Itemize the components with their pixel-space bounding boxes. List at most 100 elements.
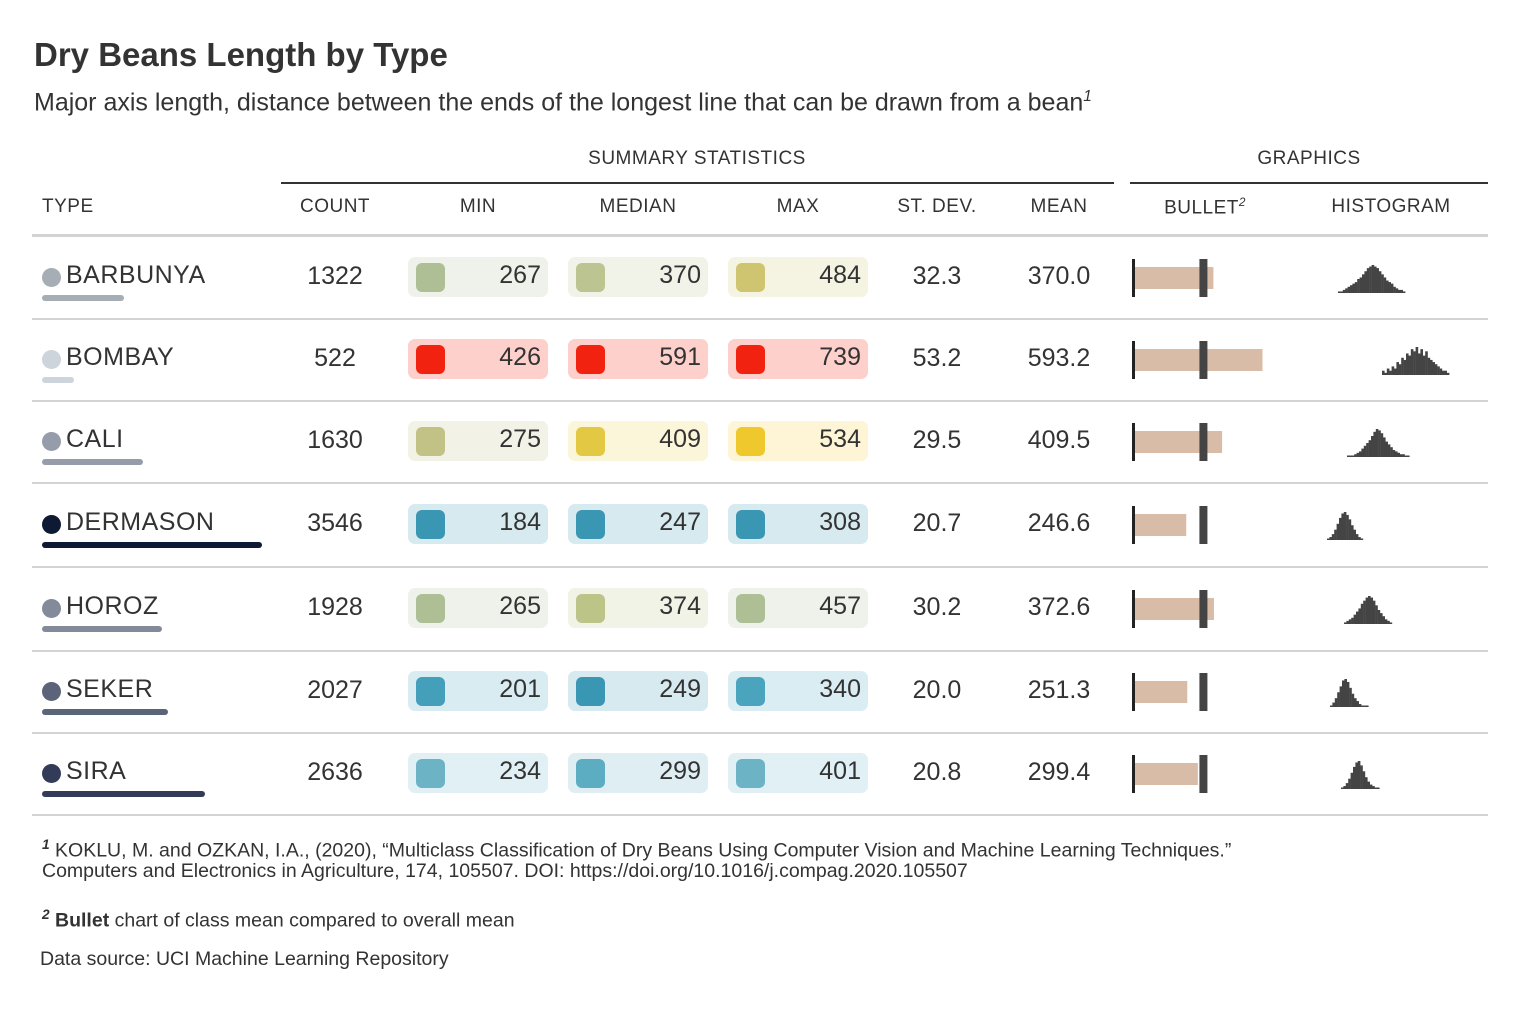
row-separator: [32, 732, 1488, 734]
count-value: 2636: [307, 758, 363, 786]
data-source: Data source: UCI Machine Learning Reposi…: [40, 948, 449, 970]
type-dot: [42, 432, 61, 451]
histogram-bin: [1395, 288, 1399, 293]
median-chip: 591: [568, 339, 708, 379]
min-color-swatch: [416, 427, 445, 456]
histogram-bin: [1342, 680, 1345, 707]
histogram-bin: [1368, 596, 1371, 624]
bullet-overall-mean-marker: [1199, 506, 1208, 544]
histogram-bin: [1346, 514, 1349, 540]
header-bullet: BULLET2: [1130, 196, 1280, 219]
mean-value: 299.4: [1027, 758, 1091, 786]
histogram-bin: [1393, 286, 1396, 293]
min-value: 201: [499, 675, 541, 703]
median-value: 374: [659, 592, 701, 620]
max-color-swatch: [736, 594, 765, 623]
spanner-graphics-rule: [1130, 182, 1488, 184]
histogram-bin: [1366, 705, 1369, 707]
row-separator: [32, 650, 1488, 652]
histogram-bin: [1344, 622, 1347, 624]
histogram-bin: [1363, 705, 1367, 707]
histogram-bin: [1353, 614, 1357, 624]
histogram-bin: [1392, 450, 1396, 457]
type-dot: [42, 764, 61, 783]
mean-value: 246.6: [1027, 509, 1091, 537]
histogram-bin: [1360, 603, 1364, 624]
histogram-bin: [1327, 538, 1330, 540]
histogram-bin: [1351, 525, 1354, 540]
histogram-bin: [1346, 620, 1349, 624]
histogram-bin: [1439, 368, 1443, 375]
min-value: 265: [499, 592, 541, 620]
row-separator: [32, 566, 1488, 568]
histogram-bin: [1340, 291, 1343, 293]
table-row: SIRA 2636 234 299 401 20.8 299.4: [32, 734, 1488, 816]
histogram-bin: [1390, 283, 1394, 293]
footnote-2-text: chart of class mean compared to overall …: [109, 909, 515, 932]
type-count-bar: [42, 791, 206, 797]
histogram-bin: [1370, 597, 1373, 624]
histogram-bin: [1378, 430, 1381, 457]
histogram-bin: [1355, 762, 1358, 789]
histogram-bin: [1425, 351, 1428, 375]
histogram-bin: [1357, 761, 1361, 789]
st-dev-value: 29.5: [912, 426, 962, 454]
histogram-bin: [1446, 372, 1450, 375]
histogram-bin: [1332, 702, 1335, 707]
histogram-bin: [1398, 289, 1401, 293]
histogram-bin: [1363, 600, 1366, 624]
header-histogram: HISTOGRAM: [1331, 196, 1451, 217]
table-row: BARBUNYA 1322 267 370 484 32.3 370.0: [32, 238, 1488, 320]
histogram-bin: [1406, 353, 1409, 375]
histogram-bin: [1339, 686, 1343, 707]
st-dev-value: 20.8: [912, 758, 962, 786]
histogram-bin: [1386, 368, 1390, 375]
median-chip: 249: [568, 671, 708, 711]
table-row: SEKER 2027 201 249 340 20.0 251.3: [32, 652, 1488, 734]
bullet-axis-line: [1132, 590, 1135, 628]
header-max: MAX: [776, 196, 820, 217]
median-value: 370: [659, 261, 701, 289]
histogram-bin: [1430, 359, 1433, 375]
bullet-mean-bar: [1134, 267, 1214, 289]
histogram-bin: [1331, 534, 1335, 540]
bullet-axis-line: [1132, 259, 1135, 297]
histogram-bin: [1330, 705, 1333, 707]
type-dot: [42, 599, 61, 618]
mean-value: 251.3: [1027, 676, 1091, 704]
histogram-bin: [1415, 347, 1419, 375]
max-value: 308: [819, 508, 861, 536]
spanner-summary-statistics: SUMMARY STATISTICS: [588, 148, 806, 169]
footnote-1-mark: 1: [42, 837, 50, 852]
histogram-bin: [1394, 368, 1397, 375]
max-value: 340: [819, 675, 861, 703]
mean-value: 409.5: [1027, 426, 1091, 454]
histogram-bin: [1380, 433, 1384, 457]
min-chip: 184: [408, 504, 548, 544]
min-color-swatch: [416, 345, 445, 374]
histogram-bin: [1376, 268, 1379, 293]
bullet-chart: [1132, 673, 1208, 711]
histogram-bin: [1351, 693, 1355, 707]
header-median: MEDIAN: [599, 196, 677, 217]
histogram-bin: [1353, 529, 1356, 540]
st-dev-value: 30.2: [912, 593, 962, 621]
histogram-bin: [1375, 429, 1379, 457]
median-chip: 370: [568, 257, 708, 297]
count-value: 1630: [307, 426, 363, 454]
count-value: 1928: [307, 593, 363, 621]
type-count-bar: [42, 459, 144, 465]
footnote-1-continued: Computers and Electronics in Agriculture…: [42, 860, 968, 882]
histogram-bin: [1351, 617, 1354, 624]
type-dot: [42, 682, 61, 701]
bullet-chart: [1132, 590, 1214, 628]
histogram-bin: [1356, 611, 1359, 624]
histogram-bin: [1434, 364, 1438, 375]
st-dev-value: 53.2: [912, 344, 962, 372]
histogram-bin: [1407, 455, 1410, 457]
type-dot: [42, 515, 61, 534]
histogram-bin: [1358, 608, 1361, 624]
histogram-bin: [1374, 787, 1378, 789]
table-row: HOROZ 1928 265 374 457 30.2 372.6: [32, 568, 1488, 652]
bullet-axis-line: [1132, 423, 1135, 461]
